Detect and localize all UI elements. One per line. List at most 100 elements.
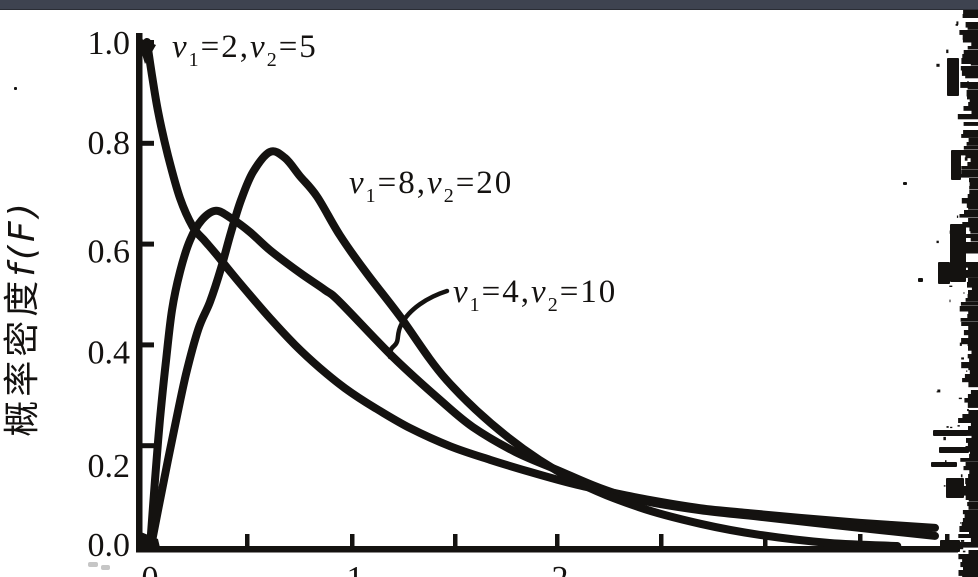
scan-speckle [949,299,951,303]
x-tick [350,534,355,547]
label-segment: =5 [279,29,318,65]
scan-edge-band [959,306,978,312]
scan-speckle [936,63,940,67]
scan-edge-band [959,526,978,532]
scan-edge-band [969,98,978,103]
scan-speckle [943,485,946,487]
y-tick [141,140,154,146]
scan-edge-band [971,350,978,356]
scan-edge-band [963,566,978,572]
x-tick-label: 2 [552,560,569,577]
x-axis-line [136,546,958,553]
scan-edge-band [962,14,978,18]
scan-blob [947,58,959,96]
scan-edge-band [960,66,978,71]
y-axis-line [136,33,143,552]
scan-edge-band [963,270,978,276]
scan-edge-band [968,346,978,351]
label-segment: v [172,29,189,65]
label-segment: 1 [470,294,482,316]
scan-blob [933,430,967,436]
scan-edge-band [967,354,978,359]
scan-blob [12,295,16,298]
scan-edge-band [961,134,978,138]
scan-speckle [967,81,969,84]
scan-edge-band [966,90,978,97]
scan-speckle [966,370,968,372]
scan-edge-band [970,230,978,234]
scan-edge-band [968,550,978,556]
curve-label-v1-2-v2-5: v1=2,v2=5 [172,29,318,71]
scan-edge-band [967,94,978,100]
y-axis-title: 概率密度f(F) [2,199,43,437]
scan-edge-band [964,514,978,519]
scan-speckle [965,323,969,326]
scan-edge-band [968,218,978,223]
density-curves [136,37,939,552]
label-segment: =8, [378,165,427,201]
scan-edge-band [968,498,978,502]
scan-edge-band [962,510,978,515]
scan-edge-band [961,58,978,64]
scan-edge-band [963,250,978,254]
scan-blob [946,478,964,498]
scan-edge-band [967,442,978,448]
scan-edge-band [968,334,978,340]
scan-blob [903,182,907,185]
curve-label-v1-4-v2-10: v1=4,v2=10 [453,274,617,316]
scan-edge-band [968,326,978,331]
scan-edge-band [967,162,978,167]
scan-edge-band [965,298,978,302]
scan-edge-band [961,166,978,170]
scan-edge-band [969,530,978,535]
scan-edge-band [967,46,978,50]
scan-edge-band [968,290,978,296]
scan-blob [14,87,17,90]
scan-edge-band [970,238,978,242]
x-tick [245,534,250,547]
scan-speckle [961,357,964,360]
scan-edge-band [968,206,978,210]
scan-speckle [950,426,953,429]
label-segment: =20 [456,165,514,201]
scan-speckle [959,546,964,550]
scan-speckle [936,391,938,393]
scan-edge-band [968,410,978,416]
scan-speckle [936,240,939,244]
scan-edge-band [961,338,978,345]
label-segment: v [427,165,444,201]
scan-edge-band [966,202,978,208]
scan-edge-band [971,110,978,116]
label-segment: =10 [560,274,618,310]
scan-speckle [963,292,965,294]
y-tick-label: 0.2 [88,448,131,485]
scan-edge-band [964,210,978,217]
scan-edge-band [958,534,978,538]
scan-edge-band [963,146,978,150]
scan-edge-band [958,418,978,423]
scan-edge-band [969,370,978,377]
scan-edge-band [962,378,978,383]
scan-edge-band [967,266,978,271]
scan-speckle [946,49,949,54]
scan-edge-band [963,10,978,16]
label-segment: f(F) [2,199,43,276]
scan-edge-band [961,322,978,326]
scan-blob [938,262,950,284]
y-tick-label: 0.0 [88,527,131,564]
scan-edge-band [958,554,978,560]
scan-speckle [956,21,959,25]
scan-edge-band [967,26,978,30]
label-segment: 2 [267,49,279,71]
scan-edge-band [963,106,978,111]
scan-edge-band [969,454,978,461]
scan-speckle [943,436,946,441]
scan-edge-band [969,186,978,190]
curve-v1-8-v2-20 [147,147,902,550]
curve-label-v1-8-v2-20: v1=8,v2=20 [349,165,513,207]
origin-ink-blob [136,530,161,552]
scan-blob [918,278,923,282]
scan-edge-band [965,154,978,159]
scan-edge-band [967,502,978,507]
